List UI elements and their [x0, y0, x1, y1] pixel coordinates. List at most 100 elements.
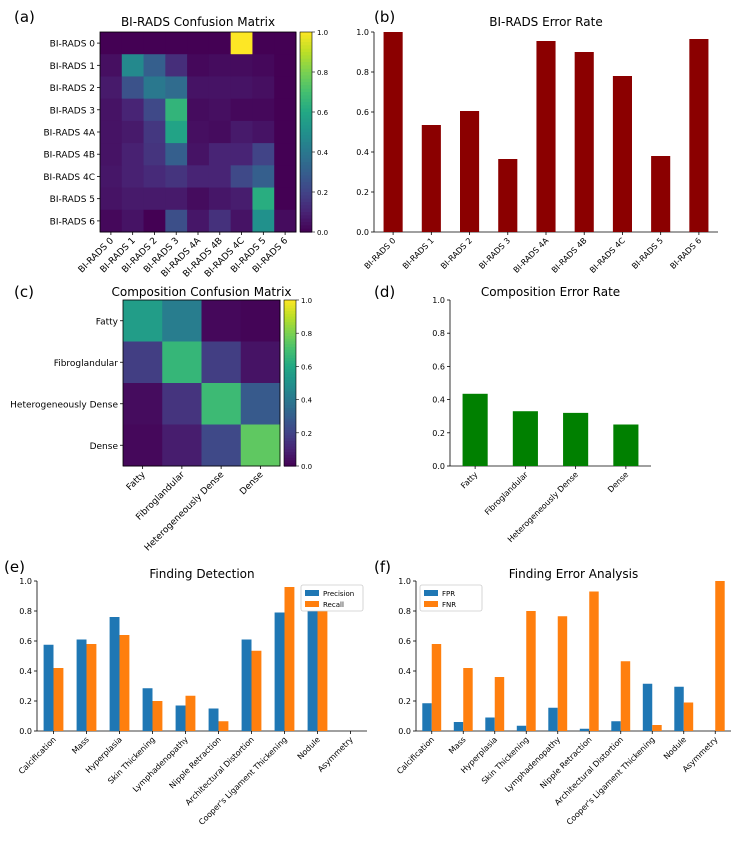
heatmap-cell [274, 165, 297, 189]
colorbar-segment [284, 383, 296, 387]
y-tick-label: 0.4 [398, 667, 411, 676]
colorbar-segment [284, 333, 296, 337]
colorbar-segment [300, 202, 312, 206]
heatmap-cell [143, 165, 166, 189]
x-tick-label: Lymphadenopathy [131, 735, 190, 794]
colorbar-segment [284, 300, 296, 304]
y-tick-label: BI-RADS 6 [50, 217, 96, 227]
colorbar-segment [300, 88, 312, 93]
heatmap-cell [274, 120, 297, 144]
bar [119, 635, 130, 731]
bar-chart-3: Composition Error Rate 0.0 0.2 0.4 0.6 0.8 1.0… [432, 285, 651, 544]
x-tick-label: BI-RADS 4B [550, 236, 589, 275]
heatmap-cell [162, 383, 202, 425]
colorbar-segment [284, 424, 296, 428]
bar [715, 581, 725, 731]
bar [611, 721, 621, 731]
y-tick-label: 1.0 [356, 28, 369, 37]
colorbar-segment [300, 62, 312, 66]
bar [284, 587, 295, 731]
colorbar-segment [300, 222, 312, 226]
panel-label: (b) [374, 8, 395, 26]
bar [241, 639, 252, 731]
colorbar-segment [300, 168, 312, 173]
panel-label: (c) [14, 283, 34, 301]
heatmap-cell [274, 32, 297, 55]
colorbar-frame [283, 299, 297, 467]
colorbar-segment [300, 205, 312, 210]
colorbar-segment [300, 32, 312, 36]
y-tick-label: 0.6 [398, 637, 411, 646]
heatmap-cell [165, 143, 188, 166]
bar [462, 393, 488, 466]
colorbar-segment [300, 98, 312, 103]
heatmap-cell [100, 165, 123, 189]
x-tick-label: Asymmetry [316, 735, 355, 774]
heatmap-cell [121, 76, 145, 100]
heatmap-cell [123, 424, 163, 467]
colorbar-segment [300, 198, 312, 203]
heatmap-cell [100, 76, 123, 100]
y-tick-label: 0.8 [398, 607, 411, 616]
colorbar-segment [300, 38, 312, 43]
heatmap-cell [187, 143, 210, 166]
colorbar-segment [300, 228, 312, 233]
colorbar-segment [300, 212, 312, 216]
heatmap-cell [240, 300, 281, 342]
x-tick-label: BI-RADS 0 [363, 236, 398, 271]
heatmap-cell [274, 209, 297, 233]
y-tick-label: 0.2 [398, 697, 411, 706]
heatmap-cell [165, 209, 188, 233]
colorbar-segment [284, 360, 296, 365]
colorbar-segment [300, 78, 312, 83]
bar [651, 156, 671, 232]
colorbar-segment [300, 148, 312, 153]
colorbar-segment [284, 347, 296, 351]
y-tick-label: 0.6 [356, 108, 369, 117]
colorbar-segment [284, 349, 296, 354]
heatmap-cell [252, 165, 275, 189]
bar-chart-5: Finding Error Analysis 0.0 0.2 0.4 0.6 0.8 1.0… [395, 567, 731, 827]
bar [43, 644, 54, 731]
bar [53, 668, 64, 731]
colorbar-segment [300, 215, 312, 220]
legend-swatch [305, 590, 319, 596]
heatmap-cell [187, 76, 210, 100]
chart-title: Composition Confusion Matrix [111, 285, 291, 299]
heatmap-cell [121, 187, 145, 211]
colorbar-segment [284, 402, 296, 406]
y-tick-label: 0.4 [432, 396, 445, 405]
heatmap-cell [121, 209, 145, 233]
bar-chart-1: BI-RADS Error Rate 0.0 0.2 0.4 0.6 0.8 1.0 BI-R… [356, 15, 718, 275]
bar [516, 725, 527, 731]
bar [674, 686, 684, 731]
colorbar-segment [300, 118, 312, 123]
bar [421, 125, 441, 232]
heatmap-cell [230, 187, 253, 211]
colorbar-segment [284, 324, 296, 329]
colorbar-segment [284, 452, 296, 456]
heatmap-cell [100, 32, 123, 55]
colorbar-segment [300, 195, 312, 200]
y-tick-label: BI-RADS 2 [50, 84, 95, 94]
colorbar-segment [300, 112, 312, 116]
heatmap-cell [252, 143, 275, 166]
bar [613, 424, 639, 466]
x-tick-label: Mass [70, 735, 91, 756]
heatmap-0: BI-RADS Confusion Matrix BI-RADS 0 BI-RADS… [43, 15, 328, 280]
bar [307, 611, 318, 731]
chart-title: Finding Error Analysis [509, 567, 638, 581]
colorbar-segment [300, 155, 312, 160]
colorbar-segment [284, 358, 296, 362]
colorbar-segment [284, 410, 296, 415]
heatmap-cell [123, 300, 163, 342]
heatmap-cell [143, 187, 166, 211]
x-tick-label: Heterogeneously Dense [143, 470, 227, 554]
colorbar-segment [300, 132, 312, 136]
heatmap-cell [230, 120, 253, 144]
bar [494, 677, 505, 731]
heatmap-2: Composition Confusion Matrix Fatty Fibrogl… [10, 285, 313, 553]
bar [142, 688, 153, 731]
heatmap-cell [230, 32, 253, 55]
bar [251, 650, 262, 731]
